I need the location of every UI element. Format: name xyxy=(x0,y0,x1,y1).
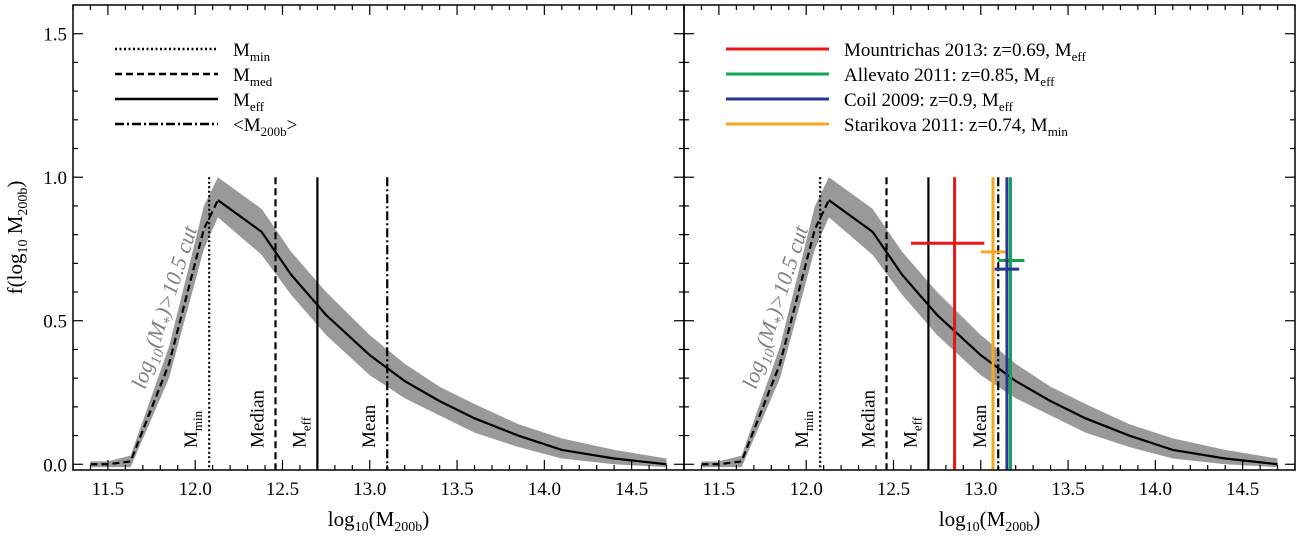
vline-label: Mean xyxy=(970,404,991,448)
x-tick-label: 14.5 xyxy=(615,479,648,500)
x-tick-label: 12.0 xyxy=(790,479,823,500)
x-tick-label: 13.0 xyxy=(964,479,997,500)
legend-label: Meff xyxy=(233,90,265,114)
vline-label: Meff xyxy=(900,416,924,448)
legend-label: <M200b> xyxy=(233,115,297,139)
legend-label: Mmin xyxy=(233,40,271,64)
x-tick-label: 13.5 xyxy=(440,479,473,500)
x-tick-label: 12.5 xyxy=(877,479,910,500)
y-axis-label: f(log10 M200b) xyxy=(3,181,31,295)
mean-line-below-cut xyxy=(90,199,219,466)
legend-label: Coil 2009: z=0.9, Meff xyxy=(844,90,1014,114)
mean-line xyxy=(828,199,1278,466)
legend-label: Mountrichas 2013: z=0.69, Meff xyxy=(844,40,1086,64)
mean-line-below-cut xyxy=(701,199,830,466)
x-axis-label: log10(M200b) xyxy=(328,507,430,535)
x-axis-label: log10(M200b) xyxy=(939,507,1041,535)
y-tick-label: 1.0 xyxy=(43,168,67,189)
vline-label: Mmin xyxy=(792,410,816,448)
obs-mountrichas-2013 xyxy=(910,177,985,470)
y-tick-label: 0.0 xyxy=(43,455,67,476)
vline-label: Median xyxy=(859,389,880,448)
legend-label: Allevato 2011: z=0.85, Meff xyxy=(844,65,1055,89)
x-tick-label: 12.5 xyxy=(266,479,299,500)
x-tick-label: 14.0 xyxy=(1139,479,1172,500)
obs-coil-2009 xyxy=(994,177,1020,470)
vline-label: Mmin xyxy=(181,410,205,448)
x-tick-label: 11.5 xyxy=(92,479,125,500)
mean-line xyxy=(217,199,667,466)
y-tick-label: 1.5 xyxy=(43,25,67,46)
x-tick-label: 13.5 xyxy=(1051,479,1084,500)
x-tick-label: 14.0 xyxy=(528,479,561,500)
x-tick-label: 11.5 xyxy=(703,479,736,500)
legend-label: Starikova 2011: z=0.74, Mmin xyxy=(844,115,1068,139)
x-tick-label: 12.0 xyxy=(179,479,212,500)
x-tick-label: 13.0 xyxy=(353,479,386,500)
legend-label: Mmed xyxy=(233,65,273,89)
obs-allevato-2011 xyxy=(998,177,1025,470)
vline-label: Median xyxy=(248,389,269,448)
vline-label: Meff xyxy=(289,416,313,448)
y-tick-label: 0.5 xyxy=(43,312,67,333)
x-tick-label: 14.5 xyxy=(1226,479,1259,500)
vline-label: Mean xyxy=(359,404,380,448)
obs-starikova-2011 xyxy=(980,177,1006,470)
axes-frame xyxy=(683,4,1296,471)
